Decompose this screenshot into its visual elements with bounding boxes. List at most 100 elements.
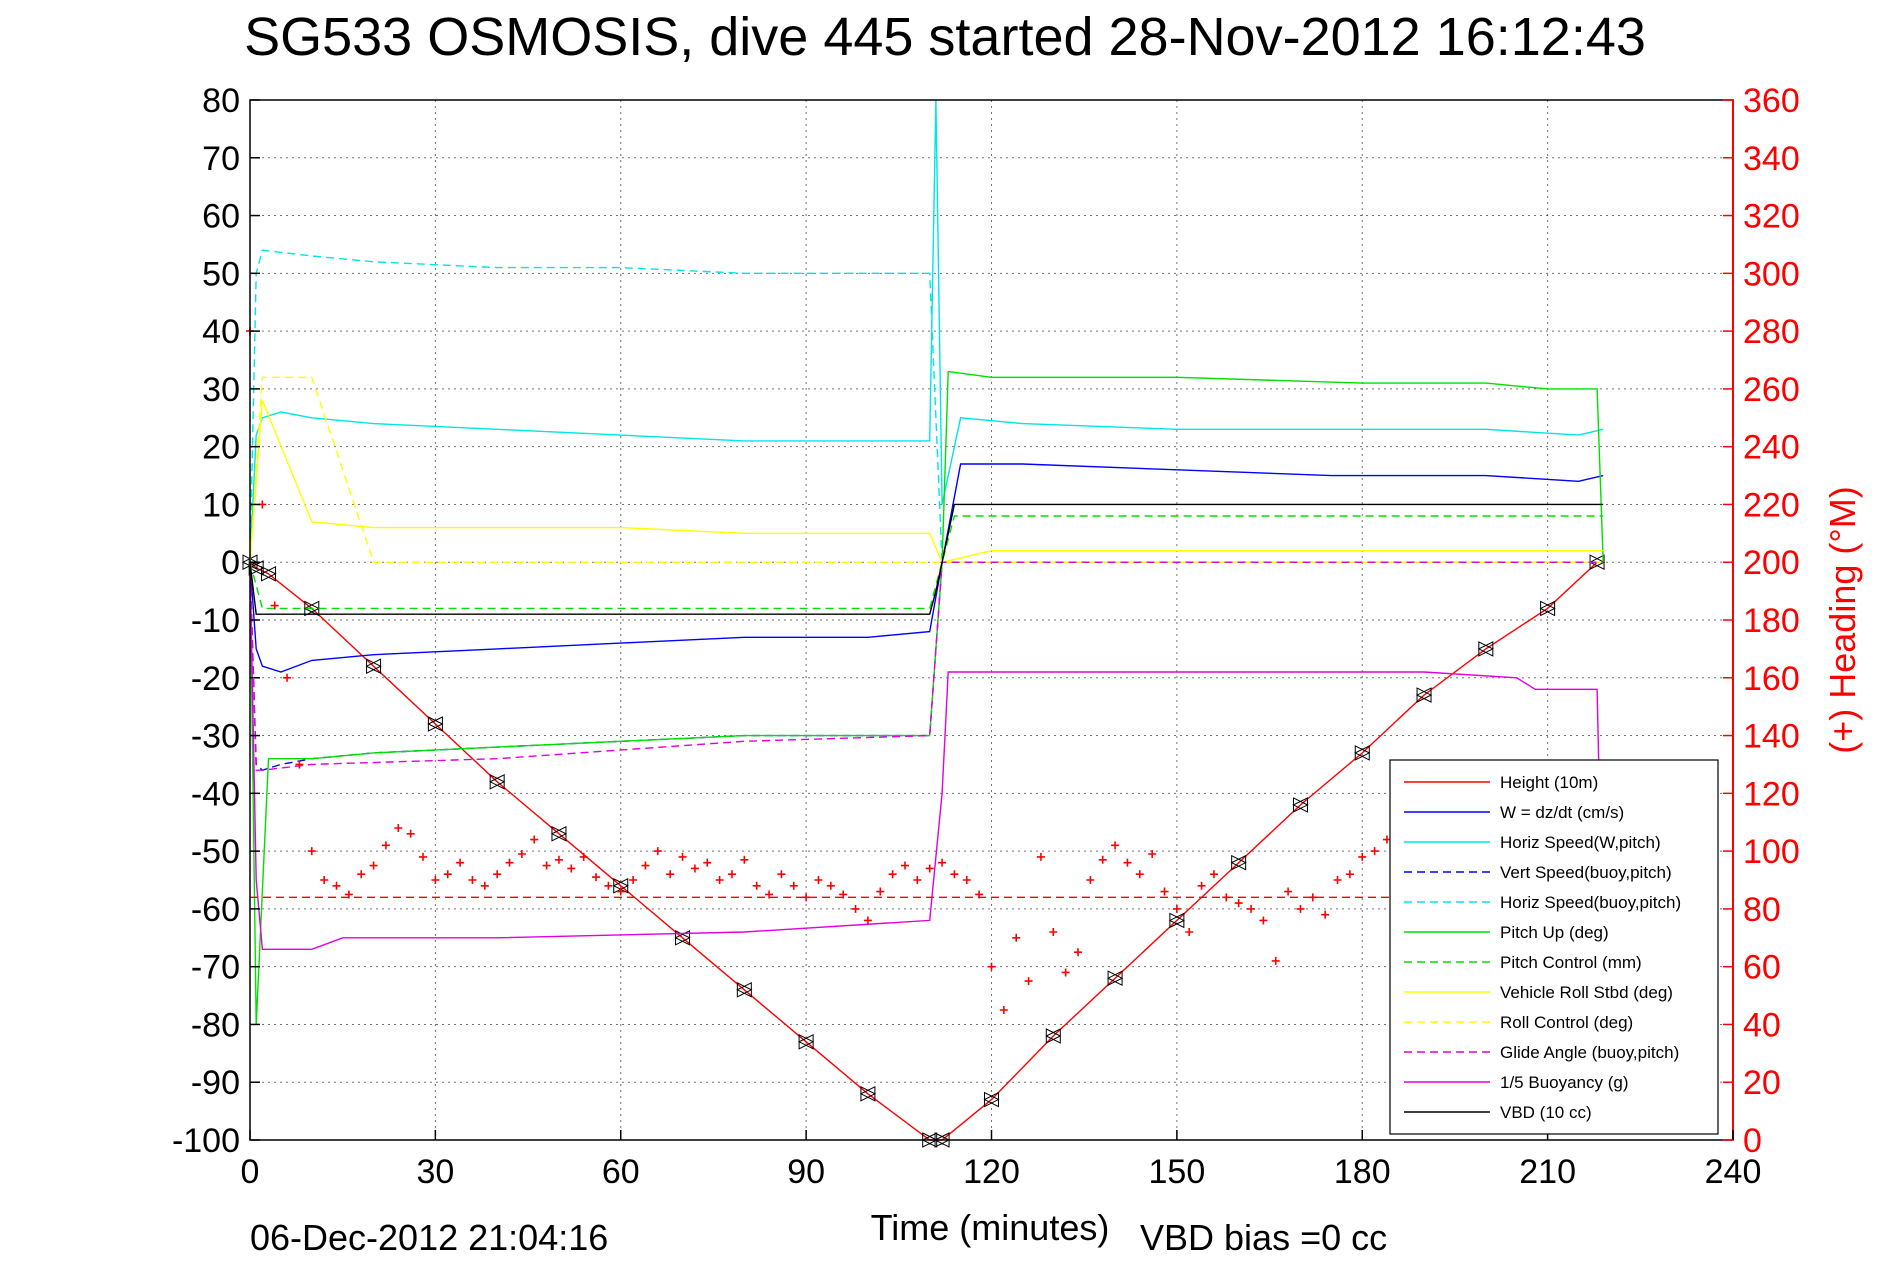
series-line (249, 376, 1604, 563)
y-tick-label: 60 (202, 198, 240, 236)
height-marker (1415, 687, 1433, 703)
series-horiz-speed-buoy-pitch (249, 249, 1604, 563)
heading-marker (517, 850, 526, 858)
y-tick-label: 40 (202, 313, 240, 351)
series-pitch-control-mm (249, 515, 1604, 610)
heading-marker (1061, 968, 1070, 977)
heading-marker (554, 855, 563, 864)
y-tick-label: 10 (202, 486, 240, 524)
height-marker (1168, 912, 1185, 929)
legend-box (1389, 759, 1719, 1135)
right-tick-label: 100 (1743, 833, 1800, 871)
height-marker (1354, 745, 1371, 761)
series-line (249, 99, 1604, 563)
heading-marker (789, 881, 798, 890)
x-tick-label: 0 (241, 1153, 260, 1191)
series-line (249, 370, 1604, 1025)
legend-label: Height (10m) (1500, 773, 1598, 792)
series-roll-control-deg (249, 376, 1604, 563)
right-tick-label: 280 (1743, 313, 1800, 351)
heading-marker (456, 858, 465, 867)
heading-marker (1247, 904, 1256, 913)
height-marker (674, 929, 691, 946)
right-axis-label: (+) Heading (°M) (1822, 486, 1863, 753)
heading-marker (826, 881, 835, 890)
heading-marker (814, 876, 823, 884)
legend: Height (10m) W = dz/dt (cm/s) Horiz Speed(… (1389, 759, 1719, 1135)
y-tick-label: -80 (191, 1006, 240, 1044)
series-line (249, 561, 1604, 771)
heading-marker (1234, 899, 1243, 908)
heading-marker (950, 870, 959, 879)
series-line (249, 400, 1604, 564)
height-marker (736, 981, 753, 998)
series-line (249, 463, 1604, 673)
y-tick-label: 0 (221, 544, 240, 582)
legend-label: Horiz Speed(buoy,pitch) (1500, 893, 1681, 912)
x-tick-label: 210 (1519, 1153, 1576, 1191)
right-tick-label: 160 (1743, 660, 1800, 698)
series-1-5-buoyancy-g (249, 562, 1604, 967)
height-marker (365, 658, 382, 675)
heading-marker (740, 855, 749, 864)
series-line (249, 249, 1604, 563)
heading-marker (1074, 948, 1083, 957)
heading-marker (1259, 916, 1268, 925)
series-pitch-up-deg (249, 370, 1604, 1025)
heading-marker (851, 904, 860, 913)
height-marker (1539, 600, 1556, 617)
heading-marker (604, 881, 613, 890)
height-marker (489, 773, 506, 790)
series-vbd-10-cc (249, 503, 1604, 615)
heading-marker (1345, 870, 1354, 879)
right-tick-label: 200 (1743, 544, 1800, 582)
legend-label: Horiz Speed(W,pitch) (1500, 833, 1661, 852)
heading-marker (1284, 887, 1293, 896)
right-tick-label: 260 (1743, 371, 1800, 409)
x-tick-label: 30 (416, 1153, 454, 1191)
heading-marker (493, 870, 502, 879)
heading-marker (888, 870, 897, 879)
height-marker (1106, 970, 1124, 987)
legend-label: Pitch Up (deg) (1500, 923, 1609, 942)
heading-marker (690, 864, 699, 873)
right-tick-label: 300 (1743, 255, 1800, 293)
legend-label: VBD (10 cc) (1500, 1103, 1592, 1122)
heading-marker (1160, 887, 1169, 896)
heading-marker (962, 876, 971, 884)
heading-marker (900, 861, 909, 870)
heading-marker (765, 890, 774, 899)
legend-label: Roll Control (deg) (1500, 1013, 1633, 1032)
heading-marker (1271, 956, 1280, 965)
heading-marker (1172, 904, 1181, 913)
right-tick-label: 220 (1743, 486, 1800, 524)
series-line (249, 562, 1604, 967)
heading-marker (1321, 910, 1330, 919)
heading-marker (1049, 928, 1058, 936)
right-tick-label: 320 (1743, 198, 1800, 236)
heading-marker (1111, 841, 1120, 850)
heading-marker (999, 1006, 1008, 1014)
right-tick-label: 0 (1743, 1122, 1762, 1160)
heading-marker (431, 876, 440, 884)
heading-marker (357, 870, 366, 879)
heading-marker (1123, 858, 1132, 867)
x-tick-label: 150 (1149, 1153, 1206, 1191)
right-tick-label: 80 (1743, 891, 1781, 929)
series-horiz-speed-w-pitch (249, 99, 1604, 563)
series-glide-angle-buoy-pitch (249, 561, 1604, 771)
heading-marker (542, 861, 551, 870)
y-tick-label: -40 (191, 775, 240, 813)
heading-marker (1358, 852, 1367, 861)
heading-marker (876, 887, 885, 896)
heading-marker (592, 873, 601, 882)
legend-label: Vehicle Roll Stbd (deg) (1500, 983, 1673, 1002)
heading-marker (1209, 870, 1218, 879)
heading-marker (283, 673, 292, 682)
heading-marker (1024, 977, 1033, 986)
footer-note: VBD bias =0 cc (1140, 1217, 1387, 1258)
x-tick-label: 120 (963, 1153, 1020, 1191)
y-tick-label: -30 (191, 718, 240, 756)
heading-marker (863, 916, 872, 925)
